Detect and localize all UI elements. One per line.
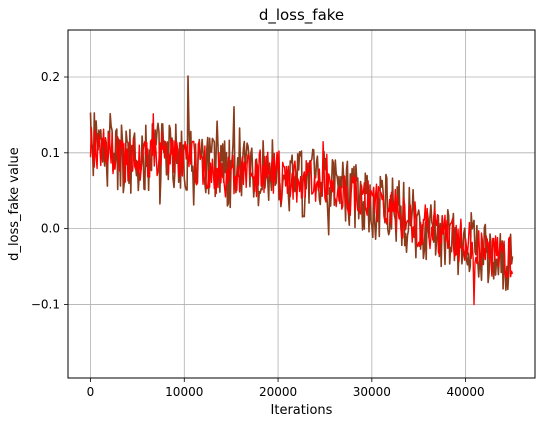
x-tick-label: 10000: [165, 385, 203, 399]
x-tick-label: 40000: [447, 385, 485, 399]
y-tick-label: 0.1: [41, 146, 60, 160]
y-tick-label: 0.0: [41, 222, 60, 236]
x-tick-label: 0: [87, 385, 95, 399]
y-tick-label: 0.2: [41, 70, 60, 84]
series-line-2: [89, 113, 514, 306]
x-tick-label: 20000: [259, 385, 297, 399]
y-axis-label: d_loss_fake value: [7, 147, 22, 261]
y-axis-ticks: −0.1 0.0 0.1 0.2: [31, 70, 68, 311]
series-layer: [89, 75, 514, 306]
y-tick-label: −0.1: [31, 297, 60, 311]
x-tick-label: 30000: [353, 385, 391, 399]
x-axis-ticks: 0 10000 20000 30000 40000: [87, 378, 485, 399]
chart-title: d_loss_fake: [259, 6, 344, 25]
x-axis-label: Iterations: [271, 403, 333, 418]
grid: [68, 30, 535, 378]
plot-area-frame: [67, 29, 536, 379]
